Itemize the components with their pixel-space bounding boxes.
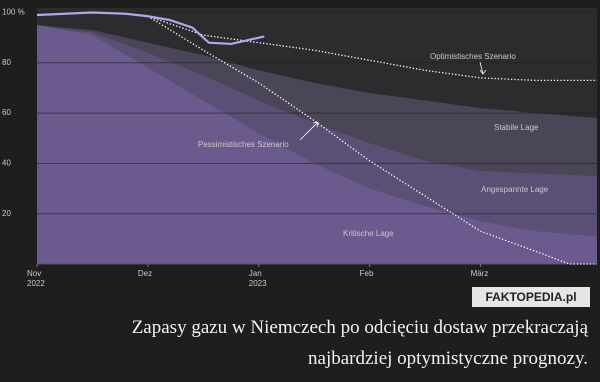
x-tick-label: März bbox=[470, 269, 489, 278]
watermark: FAKTOPEDIA.pl bbox=[472, 287, 590, 307]
caption-line: Zapasy gazu w Niemczech po odcięciu dost… bbox=[131, 317, 588, 338]
y-tick-label: 40 bbox=[2, 159, 11, 168]
area bbox=[37, 25, 597, 265]
x-tick-label: Feb bbox=[359, 269, 374, 278]
caption: Zapasy gazu w Niemczech po odcięciu dost… bbox=[132, 312, 588, 374]
annotation: Kritische Lage bbox=[343, 229, 394, 238]
caption-line: najbardziej optymistyczne prognozy. bbox=[308, 348, 588, 369]
annotation: Pessimistisches Szenario bbox=[198, 140, 289, 149]
y-tick-label: 20 bbox=[2, 209, 11, 218]
y-tick-label: 80 bbox=[2, 58, 11, 67]
line bbox=[147, 15, 597, 265]
y-tick-label: 100 % bbox=[2, 8, 25, 17]
line bbox=[36, 11, 265, 46]
annotation: Angespannte Lage bbox=[481, 185, 549, 194]
arrow bbox=[299, 121, 319, 141]
x-tick-label: Jan 2023 bbox=[248, 269, 267, 288]
x-tick-label: Dez bbox=[137, 269, 153, 278]
arrow bbox=[479, 61, 487, 75]
annotation: Optimistisches Szenario bbox=[430, 52, 516, 61]
x-tick-label: Nov 2022 bbox=[27, 269, 45, 288]
y-tick-label: 60 bbox=[2, 108, 11, 117]
annotation: Stabile Lage bbox=[494, 123, 539, 132]
